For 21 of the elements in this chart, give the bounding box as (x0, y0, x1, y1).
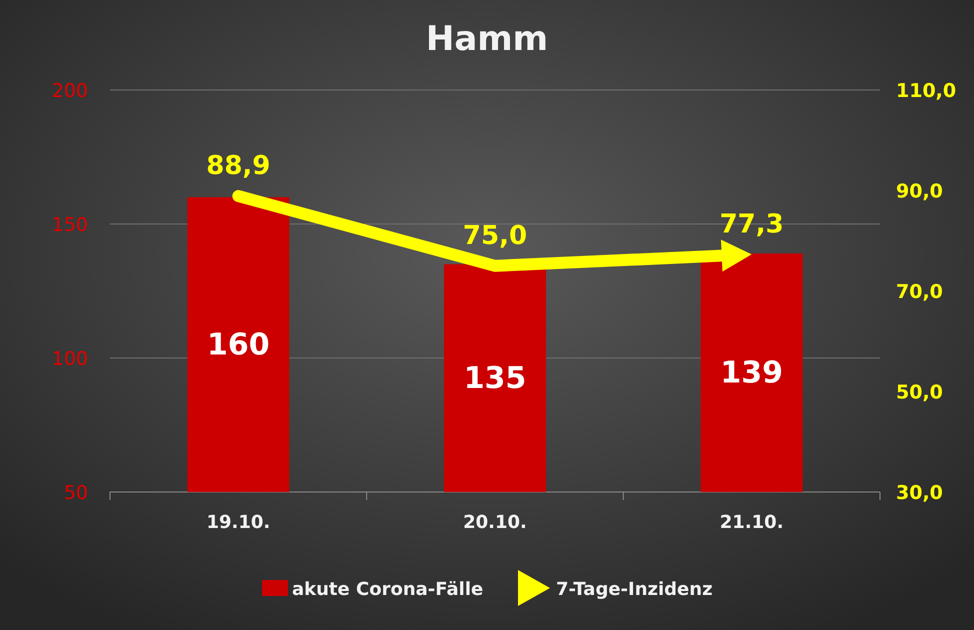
y2-tick-label: 90,0 (896, 180, 943, 202)
y-tick-label: 150 (52, 214, 88, 236)
data-label: 77,3 (720, 209, 784, 240)
x-tick-label: 21.10. (720, 512, 784, 533)
y2-tick-label: 30,0 (896, 482, 943, 504)
y-tick-label: 100 (52, 348, 88, 370)
data-label: 139 (720, 356, 783, 391)
chart-title: Hamm (426, 19, 548, 59)
data-label: 135 (464, 361, 526, 396)
legend-label: akute Corona-Fälle (292, 579, 484, 600)
data-label: 75,0 (462, 220, 528, 251)
data-label: 160 (207, 328, 270, 363)
legend-label: 7-Tage-Inzidenz (556, 579, 713, 600)
x-tick-label: 19.10. (206, 512, 270, 533)
y2-tick-label: 50,0 (896, 382, 943, 404)
x-tick-label: 20.10. (463, 512, 527, 533)
y2-tick-label: 70,0 (896, 281, 943, 303)
y2-tick-label: 110,0 (896, 80, 956, 102)
data-label: 88,9 (206, 151, 270, 182)
y-tick-label: 200 (52, 80, 88, 102)
y-tick-label: 50 (64, 482, 88, 504)
